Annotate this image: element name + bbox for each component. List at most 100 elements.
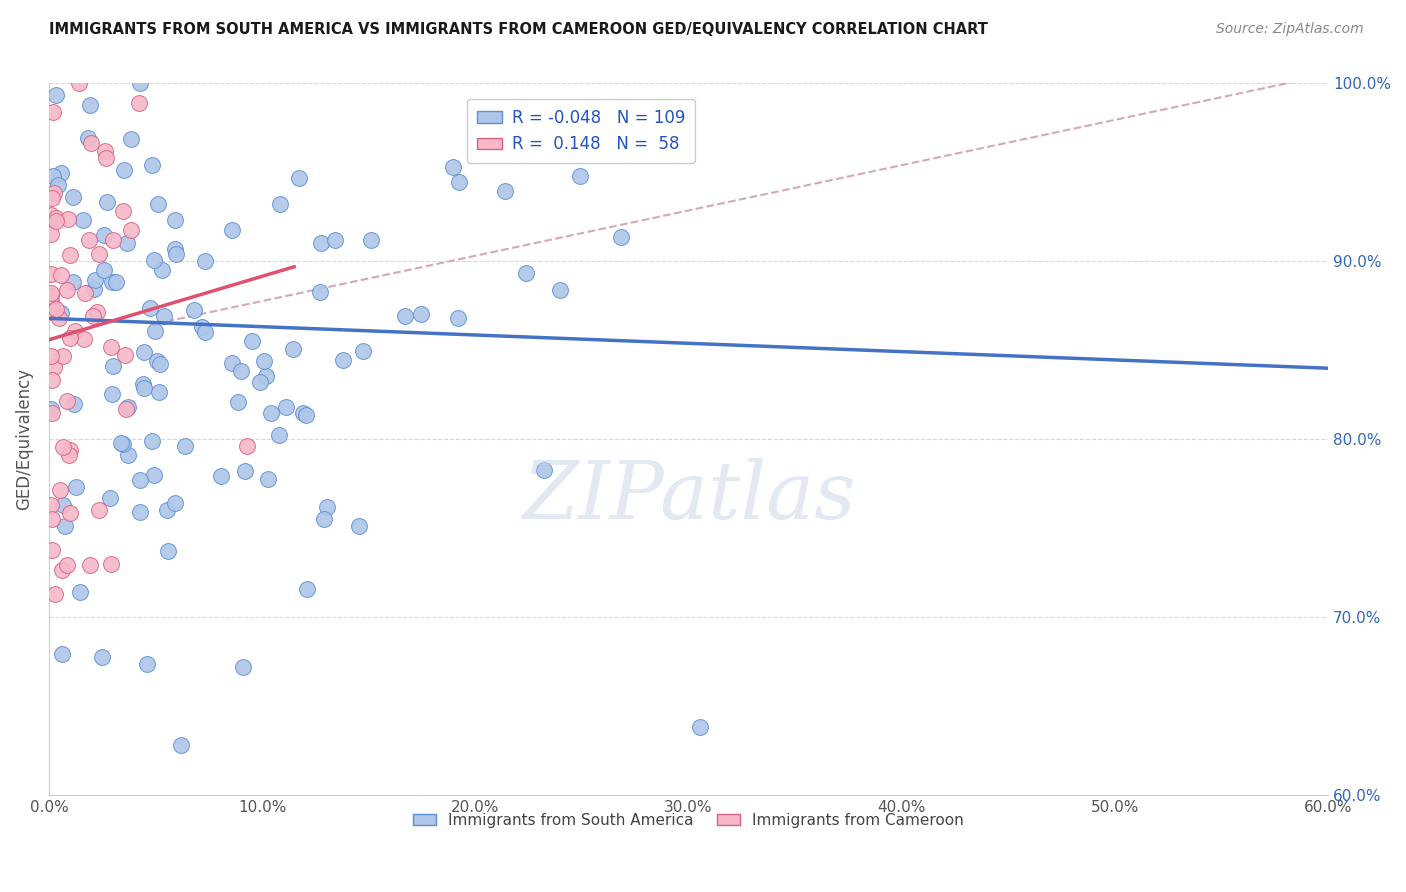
Point	[515, 266, 537, 280]
Point	[117, 448, 139, 462]
Point	[253, 354, 276, 368]
Point	[41, 373, 63, 387]
Point	[226, 395, 249, 409]
Point	[349, 519, 371, 533]
Point	[568, 169, 591, 184]
Point	[309, 235, 332, 250]
Point	[233, 464, 256, 478]
Point	[165, 496, 187, 510]
Point	[360, 233, 382, 247]
Point	[394, 309, 416, 323]
Point	[281, 342, 304, 356]
Point	[86, 305, 108, 319]
Point	[45, 211, 67, 225]
Point	[79, 558, 101, 572]
Point	[42, 302, 65, 317]
Point	[39, 208, 62, 222]
Point	[65, 480, 87, 494]
Point	[52, 349, 75, 363]
Point	[87, 246, 110, 260]
Point	[287, 171, 309, 186]
Text: IMMIGRANTS FROM SOUTH AMERICA VS IMMIGRANTS FROM CAMEROON GED/EQUIVALENCY CORREL: IMMIGRANTS FROM SOUTH AMERICA VS IMMIGRA…	[49, 22, 988, 37]
Point	[143, 324, 166, 338]
Point	[73, 332, 96, 346]
Point	[63, 397, 86, 411]
Point	[323, 233, 346, 247]
Point	[441, 161, 464, 175]
Point	[55, 394, 77, 409]
Point	[183, 302, 205, 317]
Point	[83, 273, 105, 287]
Point	[51, 306, 73, 320]
Point	[48, 311, 70, 326]
Point	[94, 151, 117, 165]
Point	[75, 285, 97, 300]
Point	[163, 212, 186, 227]
Point	[101, 386, 124, 401]
Point	[128, 95, 150, 110]
Point	[51, 563, 73, 577]
Point	[100, 340, 122, 354]
Point	[295, 582, 318, 597]
Point	[51, 498, 73, 512]
Point	[269, 428, 291, 442]
Point	[79, 136, 101, 151]
Point	[115, 235, 138, 250]
Point	[129, 473, 152, 487]
Point	[101, 233, 124, 247]
Point	[41, 512, 63, 526]
Point	[141, 158, 163, 172]
Point	[59, 248, 82, 262]
Point	[56, 283, 79, 297]
Point	[352, 344, 374, 359]
Point	[62, 189, 84, 203]
Point	[274, 400, 297, 414]
Y-axis label: GED/Equivalency: GED/Equivalency	[15, 368, 32, 510]
Point	[58, 212, 80, 227]
Point	[156, 544, 179, 558]
Point	[447, 175, 470, 189]
Point	[232, 659, 254, 673]
Point	[67, 77, 90, 91]
Point	[98, 491, 121, 505]
Point	[42, 169, 65, 184]
Point	[411, 307, 433, 321]
Point	[39, 267, 62, 281]
Point	[100, 558, 122, 572]
Point	[120, 132, 142, 146]
Point	[91, 649, 114, 664]
Point	[609, 230, 631, 244]
Point	[69, 584, 91, 599]
Point	[41, 305, 63, 319]
Point	[46, 178, 69, 192]
Point	[45, 214, 67, 228]
Point	[58, 449, 80, 463]
Point	[45, 302, 67, 317]
Point	[112, 203, 135, 218]
Point	[550, 283, 572, 297]
Point	[39, 289, 62, 303]
Point	[42, 186, 65, 201]
Point	[229, 364, 252, 378]
Legend: Immigrants from South America, Immigrants from Cameroon: Immigrants from South America, Immigrant…	[408, 806, 970, 834]
Point	[117, 400, 139, 414]
Point	[77, 130, 100, 145]
Point	[249, 375, 271, 389]
Point	[63, 324, 86, 338]
Point	[495, 184, 517, 198]
Point	[209, 469, 232, 483]
Point	[112, 437, 135, 451]
Point	[87, 503, 110, 517]
Point	[41, 543, 63, 558]
Point	[131, 376, 153, 391]
Point	[292, 406, 315, 420]
Point	[295, 408, 318, 422]
Point	[191, 320, 214, 334]
Point	[39, 286, 62, 301]
Point	[104, 276, 127, 290]
Point	[153, 309, 176, 323]
Point	[39, 402, 62, 417]
Point	[101, 275, 124, 289]
Point	[120, 223, 142, 237]
Point	[44, 587, 66, 601]
